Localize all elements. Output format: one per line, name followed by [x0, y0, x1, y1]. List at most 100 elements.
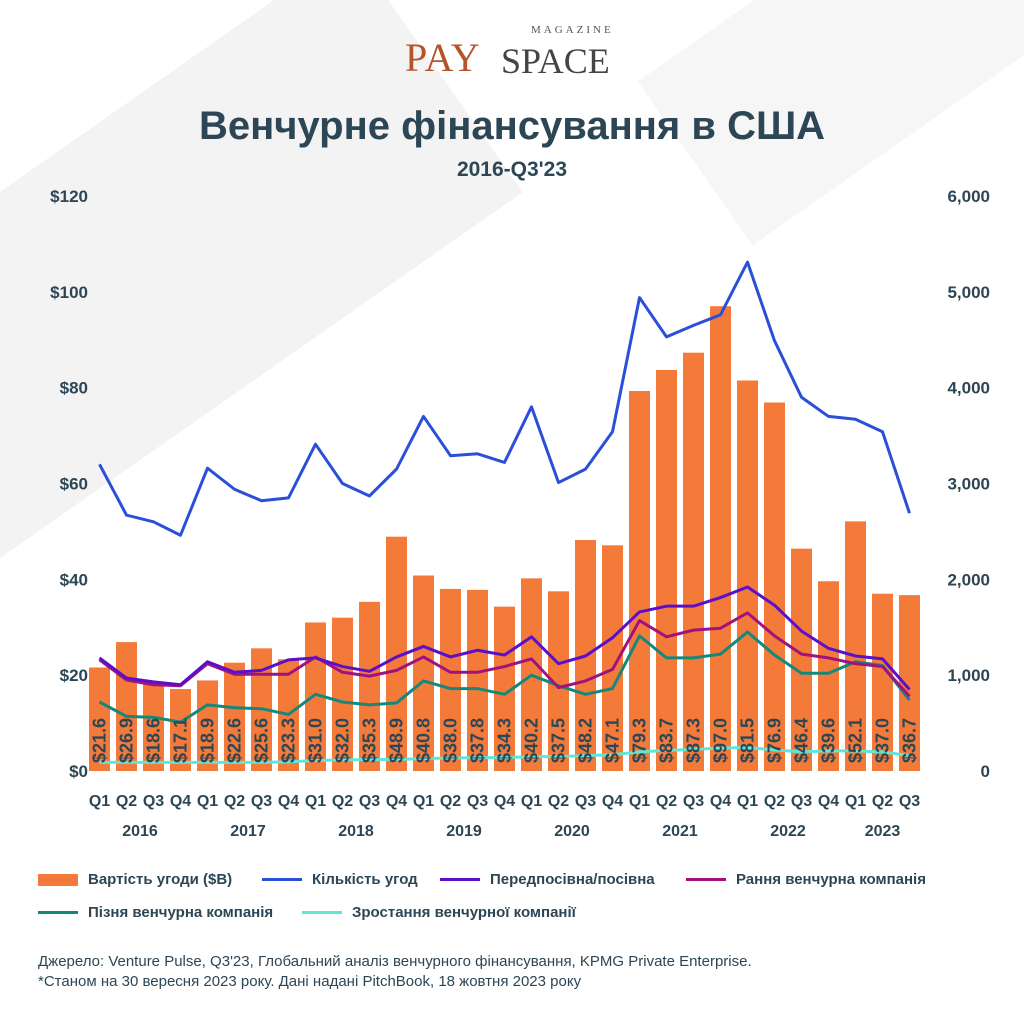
bar-data-label: $97.0 [711, 718, 731, 763]
x-tick-quarter: Q1 [89, 793, 110, 810]
bar-data-label: $18.9 [198, 718, 218, 763]
bar-data-label: $34.3 [495, 718, 515, 763]
logo-magazine-text: MAGAZINE [531, 24, 614, 36]
x-tick-quarter: Q4 [602, 793, 623, 810]
legend-item-deal-value: Вартість угоди ($B) [38, 871, 232, 888]
bar [737, 380, 758, 771]
bar-data-label: $32.0 [333, 718, 353, 763]
bar [359, 601, 380, 771]
bar-data-label: $46.4 [792, 718, 812, 763]
x-tick-year: 2018 [338, 823, 374, 840]
bar [224, 662, 245, 771]
series-line [99, 746, 910, 764]
x-tick-quarter: Q3 [683, 793, 704, 810]
x-tick-quarter: Q1 [629, 793, 650, 810]
x-tick-year: 2017 [230, 823, 266, 840]
bar-data-label: $26.9 [117, 718, 137, 763]
series-line [98, 630, 911, 724]
bar-data-label: $22.6 [225, 718, 245, 763]
x-tick-quarter: Q4 [710, 793, 731, 810]
x-tick-quarter: Q3 [575, 793, 596, 810]
legend-label: Вартість угоди ($B) [88, 871, 233, 888]
x-tick-quarter: Q1 [413, 793, 434, 810]
x-tick-quarter: Q1 [197, 793, 218, 810]
legend-label: Кількість угод [312, 871, 418, 888]
right-axis-tick: 3,000 [947, 475, 990, 494]
right-axis-tick: 1,000 [947, 666, 990, 685]
x-tick-quarter: Q2 [872, 793, 893, 810]
bar [872, 593, 893, 771]
x-tick-year: 2020 [554, 823, 590, 840]
bar-data-label: $37.0 [873, 718, 893, 763]
x-tick-year: 2022 [770, 823, 806, 840]
chart: $0 $20 $40 $60 $80 $100 $120 0 1,000 2,000 3,000 4,… [50, 187, 990, 840]
x-tick-quarter: Q2 [332, 793, 353, 810]
legend-swatch-bar [38, 873, 78, 886]
x-tick-quarter: Q2 [548, 793, 569, 810]
x-tick-quarter: Q1 [845, 793, 866, 810]
bar-data-label: $48.9 [387, 718, 407, 763]
bar-data-label: $35.3 [360, 718, 380, 763]
x-tick-quarter: Q2 [440, 793, 461, 810]
bar [494, 606, 515, 771]
left-axis-tick: $40 [60, 570, 88, 589]
bar-data-label: $52.1 [846, 718, 866, 763]
left-axis-tick: $0 [69, 762, 88, 781]
x-tick-quarter: Q4 [494, 793, 515, 810]
bar [197, 680, 218, 771]
x-tick-quarter: Q3 [791, 793, 812, 810]
x-tick-quarter: Q1 [305, 793, 326, 810]
x-tick-quarter: Q2 [224, 793, 245, 810]
bar [386, 536, 407, 771]
x-tick-quarter: Q4 [278, 793, 299, 810]
bar-data-label: $31.0 [306, 718, 326, 763]
bar [791, 548, 812, 771]
bar [710, 306, 731, 771]
x-tick-quarter: Q1 [737, 793, 758, 810]
bar-data-label: $47.1 [603, 718, 623, 763]
x-tick-year: 2019 [446, 823, 482, 840]
x-tick-quarter: Q3 [899, 793, 920, 810]
x-tick-quarter: Q3 [251, 793, 272, 810]
x-tick-quarter: Q3 [143, 793, 164, 810]
x-tick-quarter: Q2 [116, 793, 137, 810]
bar-data-label: $37.5 [549, 718, 569, 763]
bar-data-label: $18.6 [144, 718, 164, 763]
bar-data-label: $83.7 [657, 718, 677, 763]
left-axis-tick: $80 [60, 379, 88, 398]
bar [413, 575, 434, 771]
bar [899, 595, 920, 771]
legend-swatch-line [686, 878, 726, 881]
bar [332, 617, 353, 771]
x-tick-year: 2023 [865, 823, 901, 840]
legend-swatch-line [38, 911, 78, 914]
bar [629, 391, 650, 771]
bar [845, 521, 866, 771]
payspace-logo: MAGAZINE PAY SPACE [405, 22, 625, 82]
legend-label: Передпосівна/посівна [490, 871, 655, 888]
series-line [98, 260, 911, 537]
bar-data-label: $25.6 [252, 718, 272, 763]
x-tick-year: 2021 [662, 823, 698, 840]
left-axis-tick: $60 [60, 475, 88, 494]
bar-data-label: $21.6 [90, 718, 110, 763]
legend-swatch-line [262, 878, 302, 881]
legend-label: Зростання венчурної компанії [352, 904, 576, 921]
bar-data-label: $40.2 [522, 718, 542, 763]
x-tick-quarter: Q1 [521, 793, 542, 810]
x-tick-year: 2016 [122, 823, 158, 840]
logo-space-text: SPACE [501, 41, 610, 81]
logo-pay-text: PAY [405, 35, 481, 80]
right-axis-tick: 2,000 [947, 570, 990, 589]
bar [89, 667, 110, 771]
right-axis-tick: 4,000 [947, 379, 990, 398]
series-line [98, 611, 911, 698]
bar-data-label: $38.0 [441, 718, 461, 763]
left-axis-tick: $20 [60, 666, 88, 685]
bar-data-label: $48.2 [576, 718, 596, 763]
left-axis-tick: $120 [50, 187, 88, 206]
bar-data-label: $76.9 [765, 718, 785, 763]
bar [143, 681, 164, 771]
bar [656, 369, 677, 771]
x-tick-quarter: Q3 [359, 793, 380, 810]
